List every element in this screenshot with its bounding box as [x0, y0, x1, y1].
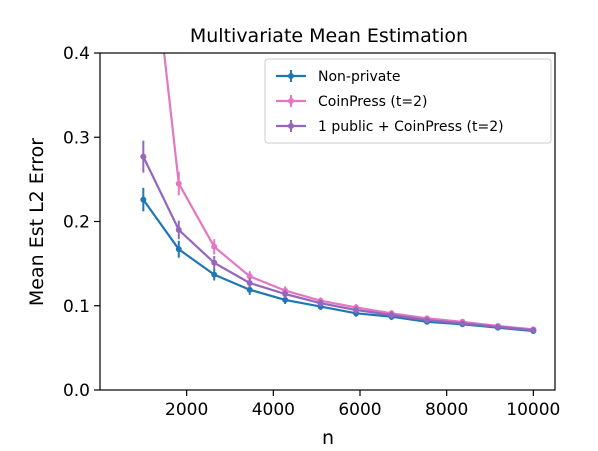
series-1	[140, 187, 537, 335]
data-point	[388, 312, 395, 319]
data-point	[211, 243, 218, 250]
legend-swatch-marker	[288, 123, 294, 129]
y-axis-label: Mean Est L2 Error	[26, 138, 48, 306]
legend-label: Non-private	[318, 69, 400, 85]
y-tick-label: 0.1	[63, 297, 90, 317]
data-point	[246, 280, 253, 287]
legend-swatch-marker	[288, 73, 294, 79]
x-tick-label: 8000	[425, 400, 468, 420]
series-3	[140, 140, 537, 334]
y-tick-label: 0.4	[63, 44, 90, 64]
x-tick-label: 6000	[338, 400, 381, 420]
legend-label: 1 public + CoinPress (t=2)	[318, 119, 504, 135]
data-point	[175, 180, 182, 187]
data-point	[246, 273, 253, 280]
series-line	[163, 53, 534, 331]
x-axis-label: n	[322, 427, 334, 449]
legend-box	[264, 58, 552, 144]
data-point	[494, 323, 501, 330]
x-axis-ticks: 2000 4000 6000 8000 10000	[165, 390, 560, 420]
data-point	[530, 327, 537, 334]
data-point	[353, 306, 360, 313]
data-point	[282, 296, 289, 303]
series-layer	[140, 53, 537, 335]
data-point	[282, 290, 289, 297]
data-point	[211, 271, 218, 278]
data-point	[175, 246, 182, 253]
x-tick-label: 4000	[252, 400, 295, 420]
series-2	[163, 53, 537, 333]
y-tick-label: 0.0	[63, 381, 90, 401]
data-point	[211, 259, 218, 266]
y-tick-label: 0.3	[63, 128, 90, 148]
x-tick-label: 2000	[165, 400, 208, 420]
y-tick-label: 0.2	[63, 213, 90, 233]
data-point	[175, 226, 182, 233]
data-point	[423, 317, 430, 324]
series-line	[142, 198, 534, 333]
legend-swatch-marker	[288, 98, 294, 104]
data-point	[140, 196, 147, 203]
series-line	[142, 156, 534, 332]
legend-label: CoinPress (t=2)	[318, 94, 427, 110]
chart-title: Multivariate Mean Estimation	[190, 25, 468, 47]
data-point	[459, 320, 466, 327]
legend: Non-private CoinPress (t=2) 1 public + Coi…	[264, 58, 552, 144]
data-point	[246, 286, 253, 293]
y-axis-ticks: 0.0 0.1 0.2 0.3 0.4	[63, 44, 100, 401]
data-point	[140, 153, 147, 160]
x-tick-label: 10000	[506, 400, 560, 420]
data-point	[317, 300, 324, 307]
